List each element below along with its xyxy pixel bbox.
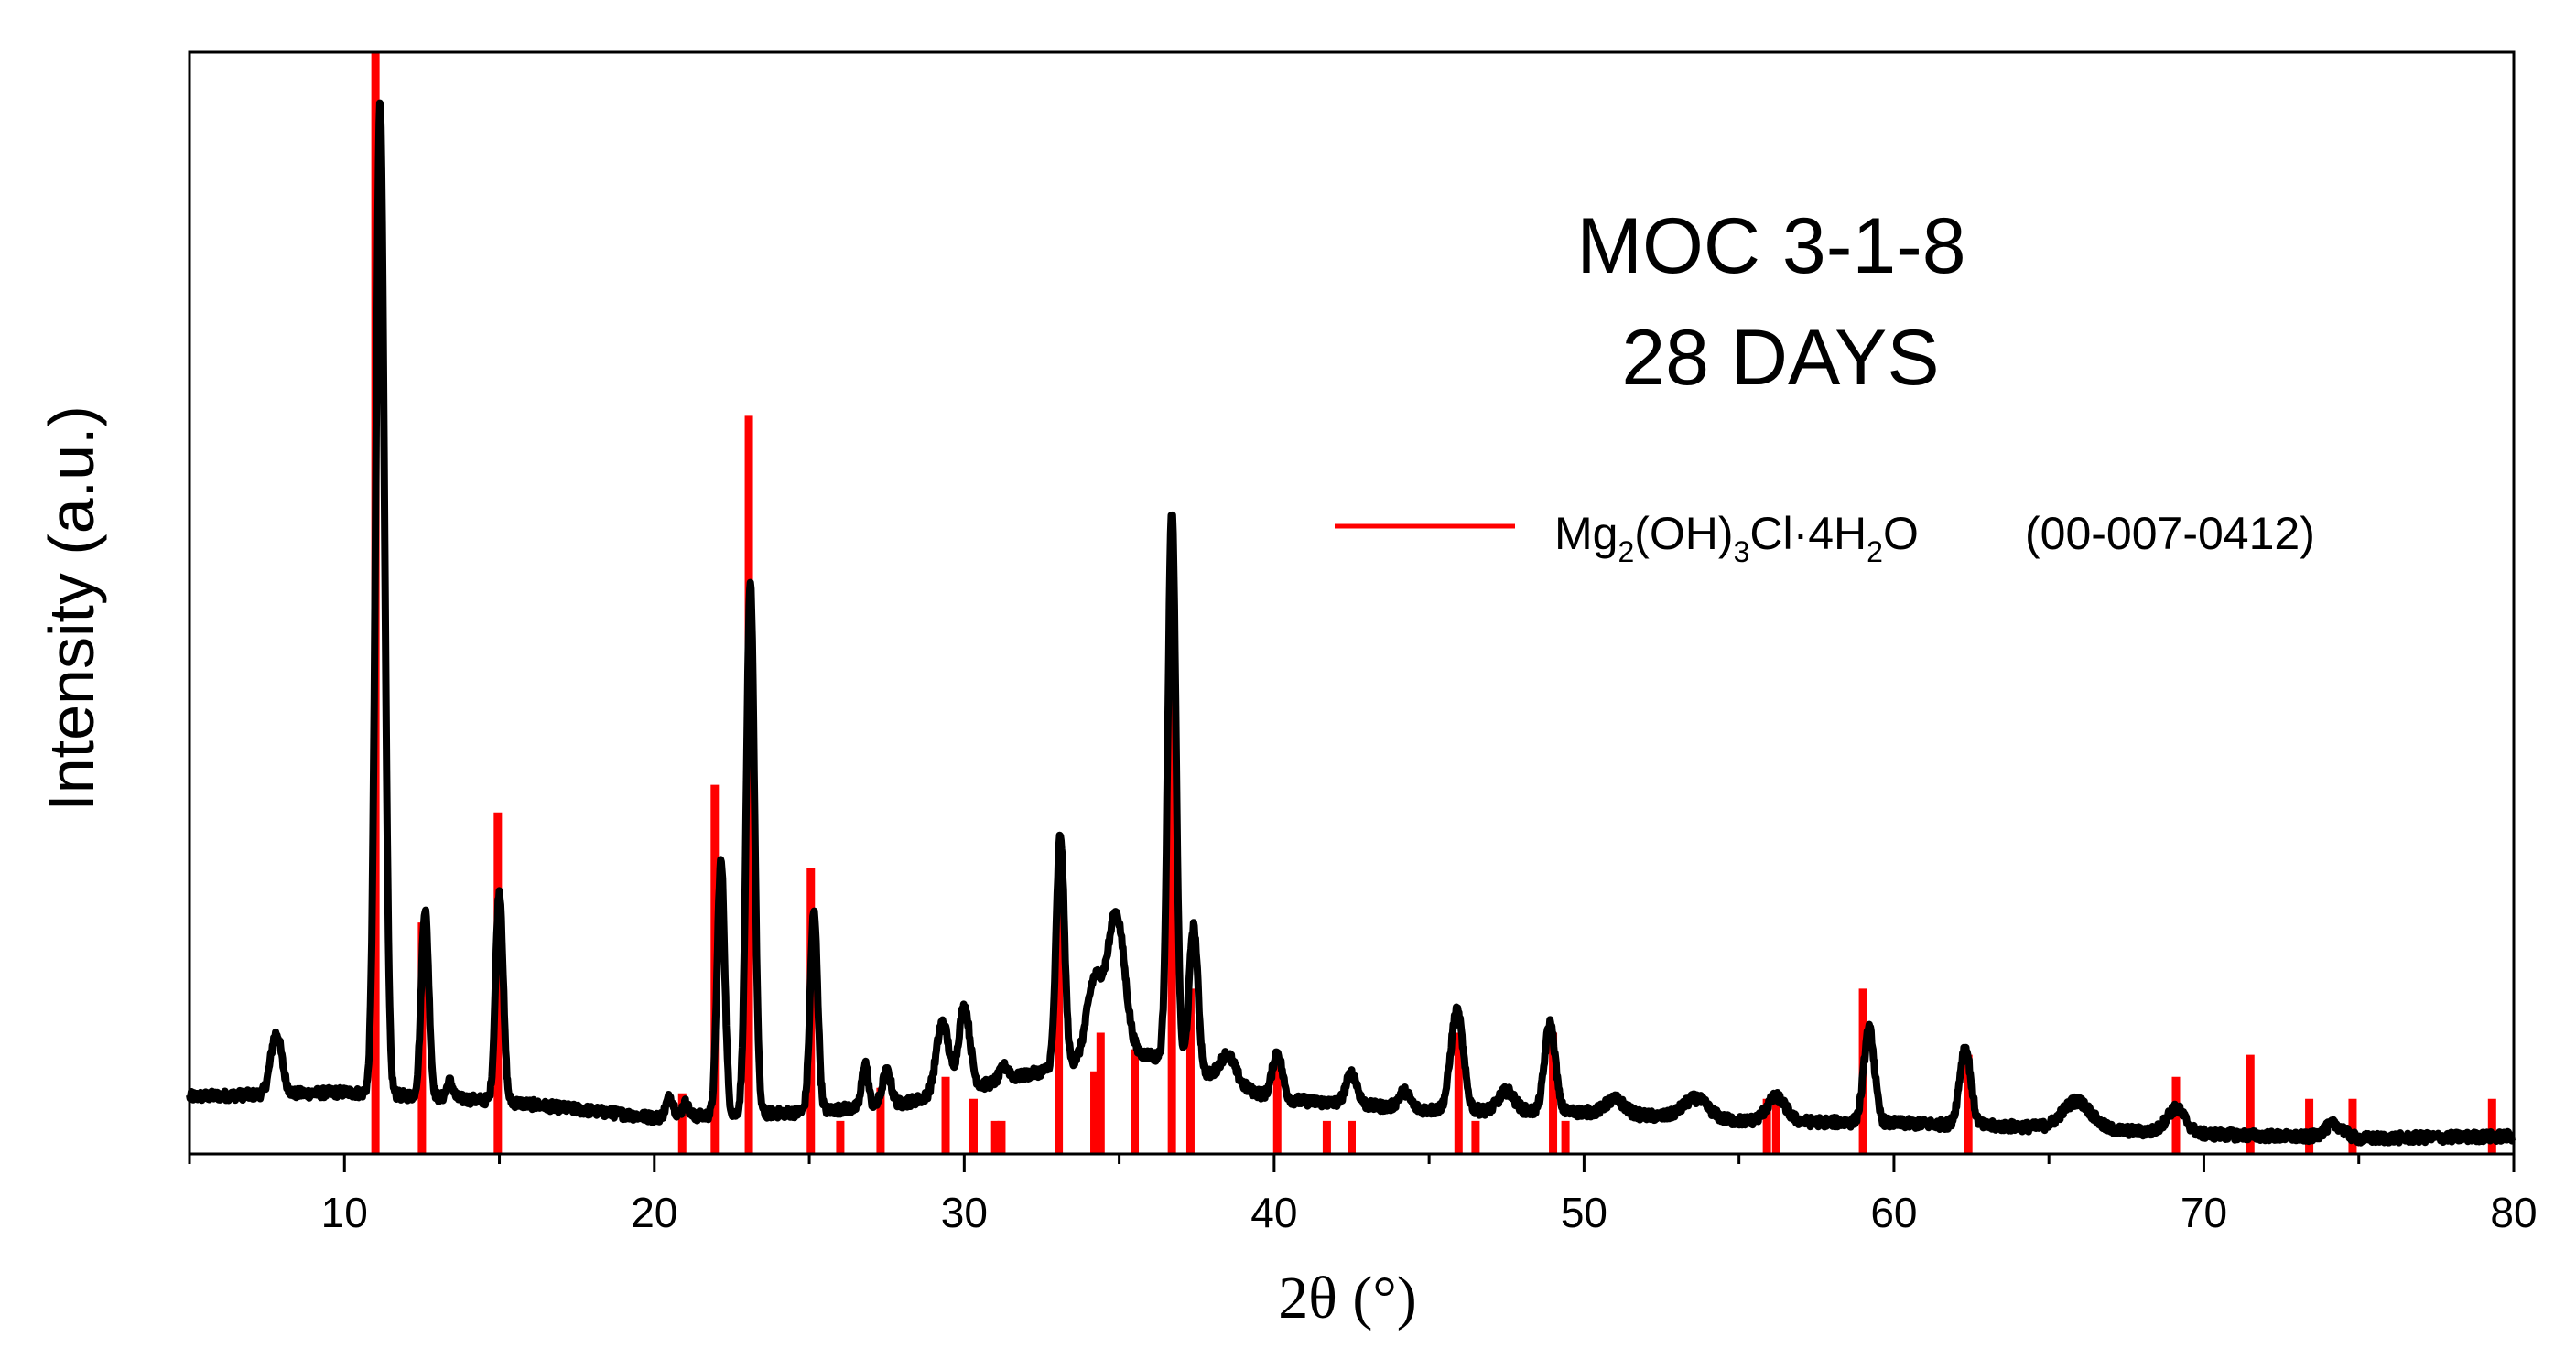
x-tick-label: 20 — [631, 1189, 677, 1236]
plot-frame — [188, 50, 2516, 1156]
reference-sticks — [371, 52, 2496, 1154]
legend-reference: (00-007-0412) — [2025, 508, 2315, 559]
x-tick-label: 80 — [2490, 1189, 2537, 1236]
legend-label: Mg2(OH)3Cl·4H2O — [1554, 508, 1919, 568]
y-axis-label: Intensity (a.u.) — [36, 405, 107, 812]
x-tick-label: 40 — [1250, 1189, 1297, 1236]
x-tick-label: 50 — [1561, 1189, 1607, 1236]
chart-title: MOC 3-1-8 — [1576, 202, 1965, 290]
legend: Mg2(OH)3Cl·4H2O (00-007-0412) — [1335, 508, 2315, 568]
x-tick-label: 70 — [2181, 1189, 2227, 1236]
x-tick-label: 10 — [321, 1189, 368, 1236]
x-axis-label: 2θ (°) — [1278, 1265, 1416, 1331]
x-tick-label: 30 — [941, 1189, 988, 1236]
x-axis-ticks: 10 20 30 40 50 60 70 80 — [188, 1154, 2538, 1236]
chart-subtitle: 28 DAYS — [1621, 314, 1939, 402]
pattern-line — [186, 99, 2516, 1147]
pattern-series — [186, 99, 2516, 1147]
x-tick-label: 60 — [1870, 1189, 1917, 1236]
